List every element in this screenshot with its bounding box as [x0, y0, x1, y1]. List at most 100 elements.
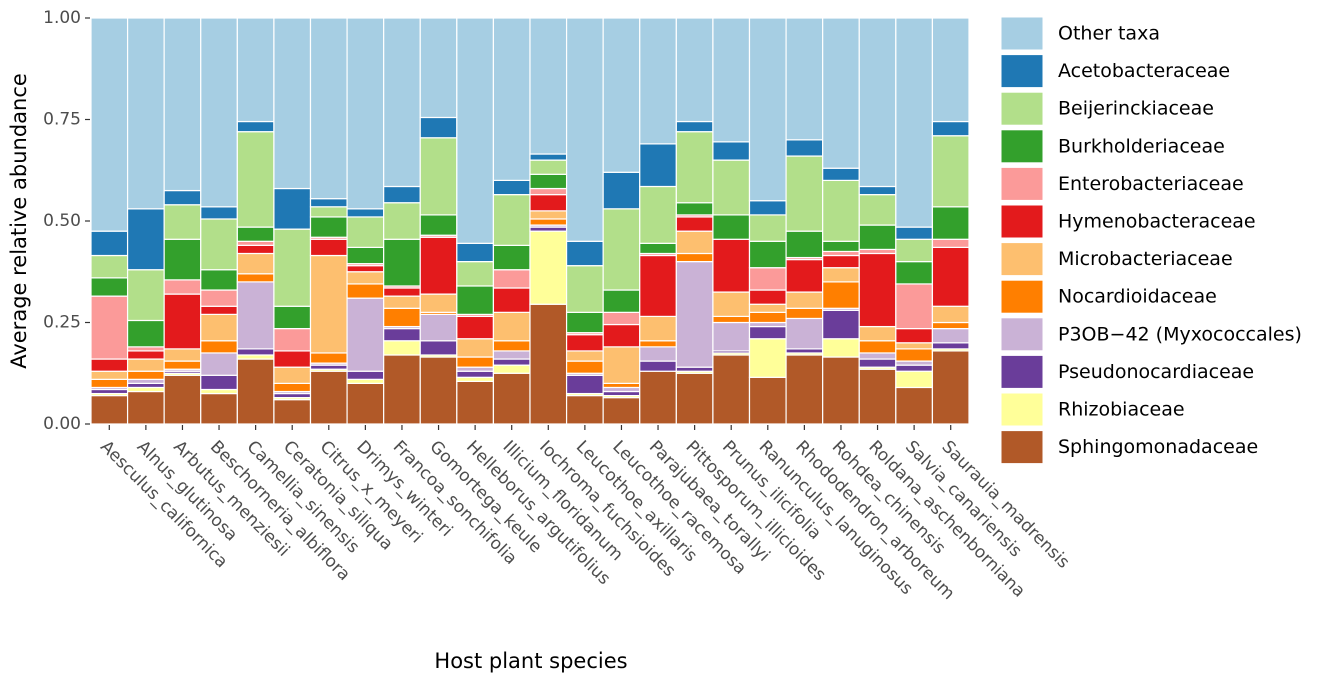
legend-swatch: [1000, 91, 1044, 126]
bar-segment: [309, 198, 348, 208]
bar-segment: [309, 254, 348, 354]
bar-segment: [529, 159, 568, 175]
bar-segment: [822, 267, 860, 283]
bar-segment: [822, 167, 860, 182]
bar-segment: [712, 291, 751, 318]
bar-segment: [785, 307, 824, 320]
bar-segment: [126, 358, 165, 372]
bar-segment: [126, 378, 165, 384]
bar-segment: [346, 265, 385, 273]
legend-label: P3OB−42 (Myxococcales): [1058, 323, 1302, 345]
bar-segment: [163, 17, 202, 192]
bar-segment: [931, 17, 970, 123]
bar-segment: [383, 354, 421, 425]
bar-segment: [602, 386, 641, 393]
bar-segment: [419, 116, 458, 139]
bar-segment: [383, 340, 421, 356]
bar-segment: [492, 372, 531, 425]
bar-segment: [931, 350, 970, 425]
bar-segment: [822, 240, 860, 253]
bar-segment: [895, 360, 934, 366]
bar-segment: [383, 287, 421, 297]
bar-segment: [858, 340, 897, 354]
bar-segment: [419, 17, 458, 119]
bar-segment: [456, 356, 495, 368]
bar-segment: [456, 17, 495, 244]
bar-segment: [309, 352, 348, 364]
bar-segment: [565, 311, 604, 334]
bar-segment: [529, 153, 568, 161]
legend-swatch: [1000, 242, 1044, 277]
bar-segment: [748, 289, 787, 305]
bar-segment: [492, 179, 531, 196]
bar-segment: [492, 311, 531, 342]
bar-segment: [126, 382, 165, 389]
bar-segment: [822, 17, 860, 169]
bar-segment: [602, 289, 641, 313]
y-tick-label: 0.50: [43, 211, 81, 231]
bar-segment: [675, 261, 714, 368]
bar-segment: [163, 204, 202, 240]
bar-segment: [858, 17, 897, 188]
bar-segment: [456, 380, 495, 425]
bar-segment: [785, 258, 824, 293]
bar-segment: [492, 287, 531, 313]
bar-segment: [236, 273, 275, 283]
bar-segment: [529, 230, 568, 305]
bar-segment: [529, 303, 568, 425]
bar-segment: [895, 238, 934, 263]
bar-segment: [163, 189, 202, 206]
bar-segment: [748, 338, 787, 378]
bar-segment: [931, 246, 970, 307]
bar-segment: [931, 238, 970, 248]
legend-label: Nocardioidaceae: [1058, 286, 1217, 308]
bar-segment: [309, 216, 348, 238]
bar-segment: [565, 350, 604, 362]
bar-segment: [748, 240, 787, 269]
bar-segment: [419, 356, 458, 425]
bar-segment: [858, 248, 897, 255]
bar-segment: [602, 208, 641, 291]
bar-segment: [90, 230, 129, 257]
bar-segment: [163, 238, 202, 281]
bar-segment: [273, 382, 312, 393]
bar-segment: [895, 386, 934, 425]
bar-segment: [895, 226, 934, 240]
bar-segment: [309, 17, 348, 200]
bar-segment: [200, 352, 238, 376]
bar-segment: [858, 185, 897, 196]
bar-segment: [602, 390, 641, 397]
bar-segment: [126, 370, 165, 380]
bar-segment: [200, 269, 238, 291]
bar-segment: [675, 230, 714, 255]
bar-segment: [273, 305, 312, 330]
bar-segment: [712, 321, 751, 352]
bar-segment: [639, 360, 677, 372]
bar-segment: [200, 218, 238, 271]
y-axis-title: Average relative abundance: [7, 73, 31, 369]
bar-segment: [529, 226, 568, 232]
bar-segment: [492, 340, 531, 352]
bar-segment: [675, 372, 714, 425]
bar-segment: [346, 382, 385, 425]
bar-segment: [565, 240, 604, 267]
bar-segment: [90, 370, 129, 380]
bar-segment: [858, 325, 897, 342]
bar-segment: [163, 360, 202, 370]
bar-segment: [785, 348, 824, 354]
bar-segment: [931, 305, 970, 324]
legend-label: Microbacteriaceae: [1058, 248, 1233, 270]
bar-segment: [602, 311, 641, 326]
bar-segment: [931, 135, 970, 208]
bar-segment: [748, 325, 787, 340]
bar-segment: [748, 321, 787, 328]
bar-segment: [639, 346, 677, 362]
bar-segment: [895, 348, 934, 362]
bar-segment: [126, 319, 165, 348]
bar-segment: [383, 327, 421, 342]
bar-segment: [346, 297, 385, 372]
bar-segment: [492, 350, 531, 360]
bar-segment: [383, 202, 421, 240]
bar-segment: [895, 327, 934, 344]
bar-segment: [822, 309, 860, 340]
